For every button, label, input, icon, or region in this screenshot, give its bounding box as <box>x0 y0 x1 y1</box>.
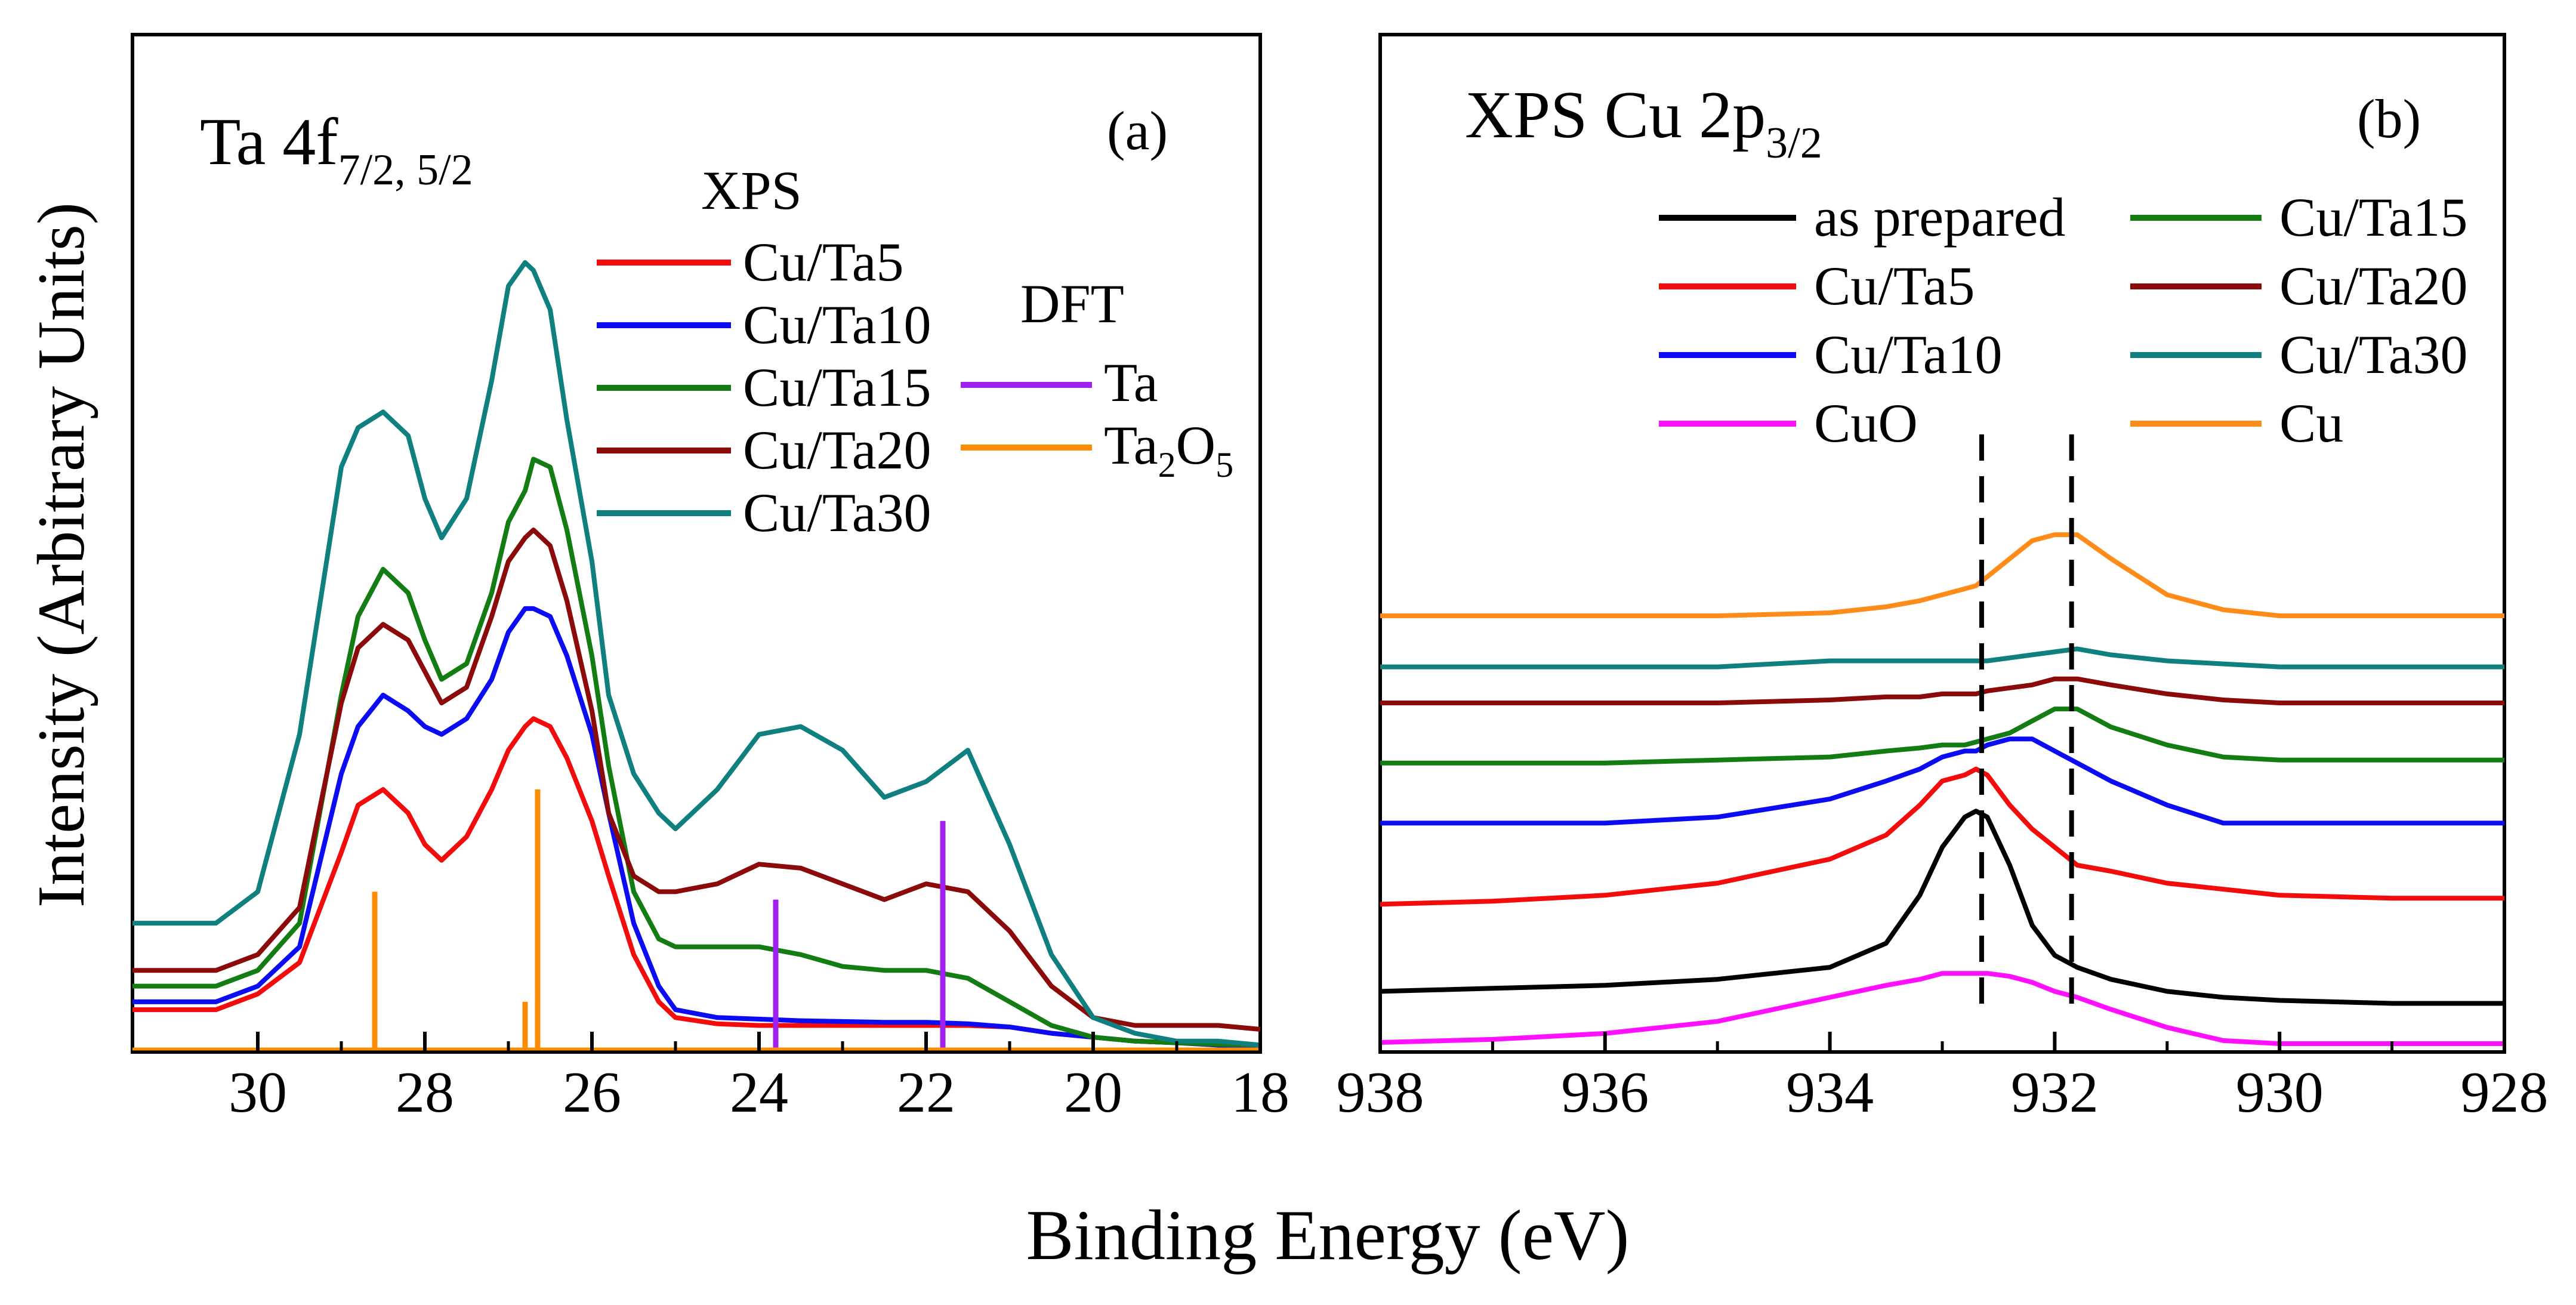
x-axis-label: Binding Energy (eV) <box>1026 1195 1630 1275</box>
legend-xps-heading: XPS <box>701 160 802 221</box>
panel-b: 938 936 934 932 930 928 XPS Cu 2p3/2 (b) as p… <box>1337 33 2549 1125</box>
panel-b-label: (b) <box>2357 88 2421 149</box>
legend-dft-ta2o5-label: Ta2O5 <box>1104 415 1233 485</box>
y-axis-label: Intensity (Arbitrary Units) <box>24 202 98 908</box>
panel-b-x-ticks: 938 936 934 932 930 928 <box>1337 1032 2549 1125</box>
panel-a-series-cu-ta10 <box>132 606 1261 1048</box>
ta2o5-sub2: 5 <box>1215 445 1233 485</box>
panel-a-dft-sticks <box>132 789 1260 1051</box>
legend-b-label-cu-ta5: Cu/Ta5 <box>1814 255 1975 316</box>
panel-a-label: (a) <box>1107 100 1168 161</box>
panel-b-series-cu-ta20 <box>1380 676 2504 705</box>
panel-b-series-cuo <box>1380 971 2504 1046</box>
ta2o5-o: O <box>1176 415 1215 476</box>
legend-a-label-cu-ta10: Cu/Ta10 <box>743 294 931 355</box>
legend-dft-ta-label: Ta <box>1104 352 1158 413</box>
panel-a: 30 28 26 24 22 20 18 Ta 4f7/2, 5/2 (a) XPS Cu/… <box>131 33 1289 1125</box>
panel-a-series-cu-ta20 <box>132 527 1261 1032</box>
panel-b-reference-lines <box>1979 434 2074 1008</box>
panel-b-x-tick-label: 930 <box>2236 1060 2324 1125</box>
legend-b-label-cuo: CuO <box>1814 393 1918 453</box>
panel-b-x-tick-label: 938 <box>1337 1060 1424 1125</box>
panel-a-x-tick-label: 24 <box>730 1060 788 1125</box>
panel-a-series <box>132 260 1261 1048</box>
legend-a-label-cu-ta15: Cu/Ta15 <box>743 357 931 418</box>
panel-b-series-as-prepared <box>1380 809 2504 1006</box>
legend-b-label-cu-ta30: Cu/Ta30 <box>2279 324 2468 385</box>
panel-b-series-cu-ta15 <box>1380 707 2504 766</box>
panel-a-series-cu-ta5 <box>132 716 1261 1048</box>
panel-b-series <box>1380 532 2504 1046</box>
panel-a-series-cu-ta15 <box>132 456 1261 1048</box>
legend-b-label-cu: Cu <box>2279 393 2343 453</box>
panel-b-x-tick-label: 932 <box>2011 1060 2099 1125</box>
panel-b-series-cu-ta10 <box>1380 736 2504 826</box>
panel-b-x-tick-label: 936 <box>1561 1060 1649 1125</box>
legend-b-label-cu-ta20: Cu/Ta20 <box>2279 255 2468 316</box>
panel-a-series-cu-ta30 <box>132 260 1261 1048</box>
panel-a-x-tick-label: 30 <box>229 1060 287 1125</box>
panel-b-title-sub: 3/2 <box>1766 119 1822 168</box>
panel-b-legend: as prepared Cu/Ta5 Cu/Ta10 CuO Cu/Ta15 Cu/Ta2… <box>1659 187 2468 453</box>
legend-a-label-cu-ta30: Cu/Ta30 <box>743 482 931 543</box>
panel-a-title-main: Ta 4f <box>200 105 338 179</box>
panel-b-title: XPS Cu 2p3/2 <box>1465 78 1822 168</box>
ta2o5-sub1: 2 <box>1158 445 1176 485</box>
panel-a-x-ticks: 30 28 26 24 22 20 18 <box>229 1032 1289 1125</box>
panel-b-series-cu <box>1380 532 2504 618</box>
panel-b-x-tick-label: 928 <box>2461 1060 2549 1125</box>
panel-a-title-sub: 7/2, 5/2 <box>338 146 473 195</box>
panel-b-series-cu-ta30 <box>1380 646 2504 670</box>
panel-a-x-tick-label: 26 <box>563 1060 621 1125</box>
legend-b-label-cu-ta10: Cu/Ta10 <box>1814 324 2003 385</box>
legend-dft-heading: DFT <box>1020 273 1124 334</box>
panel-a-x-tick-label: 28 <box>396 1060 454 1125</box>
panel-b-title-main: XPS Cu 2p <box>1465 78 1766 152</box>
legend-b-label-as-prepared: as prepared <box>1814 187 2065 248</box>
legend-b-label-cu-ta15: Cu/Ta15 <box>2279 187 2468 248</box>
panel-a-title: Ta 4f7/2, 5/2 <box>200 105 473 195</box>
panel-a-x-tick-label: 20 <box>1064 1060 1122 1125</box>
panel-a-x-tick-label: 18 <box>1231 1060 1289 1125</box>
legend-a-label-cu-ta20: Cu/Ta20 <box>743 419 931 480</box>
panel-b-x-tick-label: 934 <box>1786 1060 1874 1125</box>
ta2o5-ta: Ta <box>1104 415 1158 476</box>
panel-a-frame <box>131 33 1262 1054</box>
legend-a-label-cu-ta5: Cu/Ta5 <box>743 232 904 292</box>
panel-a-x-tick-label: 22 <box>897 1060 955 1125</box>
panel-b-series-cu-ta5 <box>1380 766 2504 907</box>
